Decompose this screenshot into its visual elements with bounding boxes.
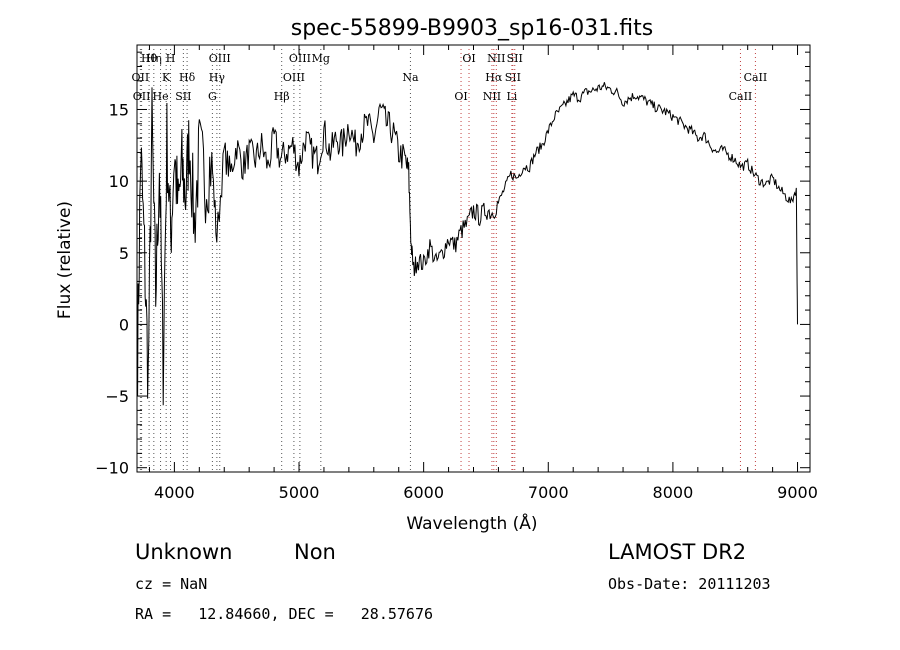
y-tick-label-2: 0 <box>119 315 129 334</box>
line-label-7: Hδ <box>179 71 196 84</box>
line-label-13: OIII <box>283 71 305 84</box>
line-label-2: OII <box>133 90 151 103</box>
survey-name: LAMOST DR2 <box>608 540 747 564</box>
line-label-20: NII <box>483 90 501 103</box>
line-label-19: Hα <box>485 71 503 84</box>
line-label-12: OIII <box>289 52 311 65</box>
line-label-22: SII <box>505 71 521 84</box>
plot-frame <box>136 44 811 473</box>
line-label-9: OIII <box>209 52 231 65</box>
line-label-21: NII <box>487 52 505 65</box>
line-label-10: Hγ <box>209 71 226 84</box>
y-tick-label-5: 15 <box>109 100 129 119</box>
line-label-3: Hη <box>146 52 162 65</box>
line-label-26: CaII <box>729 90 753 103</box>
sky-coordinates: RA = 12.84660, DEC = 28.57676 <box>135 605 434 623</box>
line-label-14: Hβ <box>274 90 290 103</box>
spectrum-line <box>137 82 798 406</box>
observation-date: Obs-Date: 20111203 <box>608 575 771 593</box>
spectral-line-markers: HθOIIOIIHηKHeHHδSIIOIIIHγGOIIIOIIIHβMgNa… <box>132 49 768 472</box>
axis-ticks: 4000 5000 6000 7000 8000 9000 −10 −5 0 5 10 15 <box>95 45 818 502</box>
line-label-4: K <box>162 71 171 84</box>
line-label-15: Mg <box>312 52 330 65</box>
chart-title: spec-55899-B9903_sp16-031.fits <box>291 16 654 41</box>
line-label-8: SII <box>175 90 191 103</box>
y-axis-label: Flux (relative) <box>55 201 75 319</box>
y-tick-label-1: −5 <box>105 387 129 406</box>
y-tick-label-4: 10 <box>109 172 129 191</box>
redshift-value: cz = NaN <box>135 575 208 593</box>
line-label-25: CaII <box>744 71 768 84</box>
x-tick-label-0: 4000 <box>154 483 195 502</box>
line-label-23: Li <box>506 90 517 103</box>
line-label-17: OI <box>454 90 467 103</box>
x-tick-label-3: 7000 <box>528 483 569 502</box>
x-axis-label: Wavelength (Å) <box>406 512 537 534</box>
y-tick-label-0: −10 <box>95 459 129 478</box>
line-label-1: OII <box>132 71 150 84</box>
x-tick-label-1: 5000 <box>279 483 320 502</box>
x-tick-label-4: 8000 <box>653 483 694 502</box>
line-label-5: He <box>153 90 169 103</box>
line-label-18: OI <box>462 52 475 65</box>
line-label-24: SII <box>507 52 523 65</box>
object-class: Unknown <box>135 540 233 564</box>
line-label-6: H <box>166 52 176 65</box>
line-label-16: Na <box>402 71 419 84</box>
line-label-11: G <box>208 90 217 103</box>
object-subclass: Non <box>294 540 336 564</box>
y-tick-label-3: 5 <box>119 244 129 263</box>
x-tick-label-2: 6000 <box>403 483 444 502</box>
spectrum-series <box>137 82 798 406</box>
x-tick-label-5: 9000 <box>777 483 818 502</box>
